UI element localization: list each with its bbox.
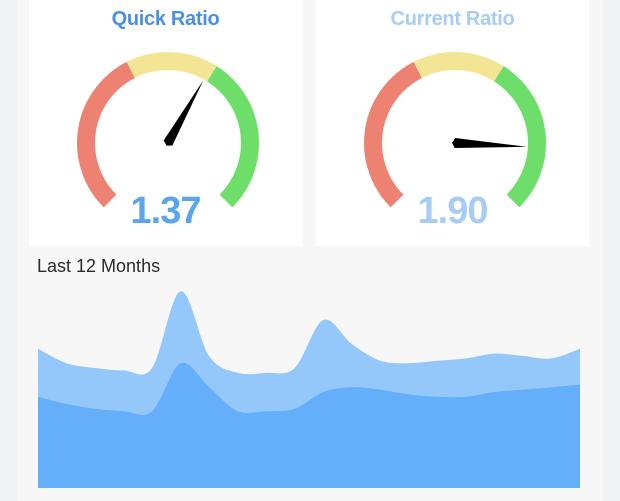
- current-ratio-value: 1.90: [417, 190, 489, 232]
- gauge-band-red: [364, 61, 423, 208]
- current-ratio-needle: [452, 138, 527, 148]
- area-series-1: [38, 362, 580, 488]
- quick-ratio-needle: [163, 80, 204, 146]
- gauge-band-green: [493, 66, 546, 208]
- quick-ratio-bands: [77, 52, 259, 208]
- area-chart-svg: [38, 291, 580, 488]
- gauge-band-yellow: [126, 52, 217, 82]
- chart-title: Last 12 Months: [37, 256, 161, 276]
- current-ratio-card: Current Ratio 1.90: [316, 0, 589, 246]
- current-ratio-gauge: [364, 52, 546, 208]
- current-ratio-title: Current Ratio: [390, 8, 515, 30]
- gauge-band-yellow: [413, 52, 504, 82]
- quick-ratio-gauge: [77, 52, 259, 208]
- gauge-band-green: [206, 66, 259, 208]
- quick-ratio-title: Quick Ratio: [111, 8, 220, 30]
- quick-ratio-value: 1.37: [130, 190, 202, 232]
- gauge-band-red: [77, 61, 136, 208]
- last-12-months-chart: Last 12 Months: [29, 252, 589, 496]
- quick-ratio-card: Quick Ratio 1.37: [29, 0, 302, 246]
- current-ratio-bands: [364, 52, 546, 208]
